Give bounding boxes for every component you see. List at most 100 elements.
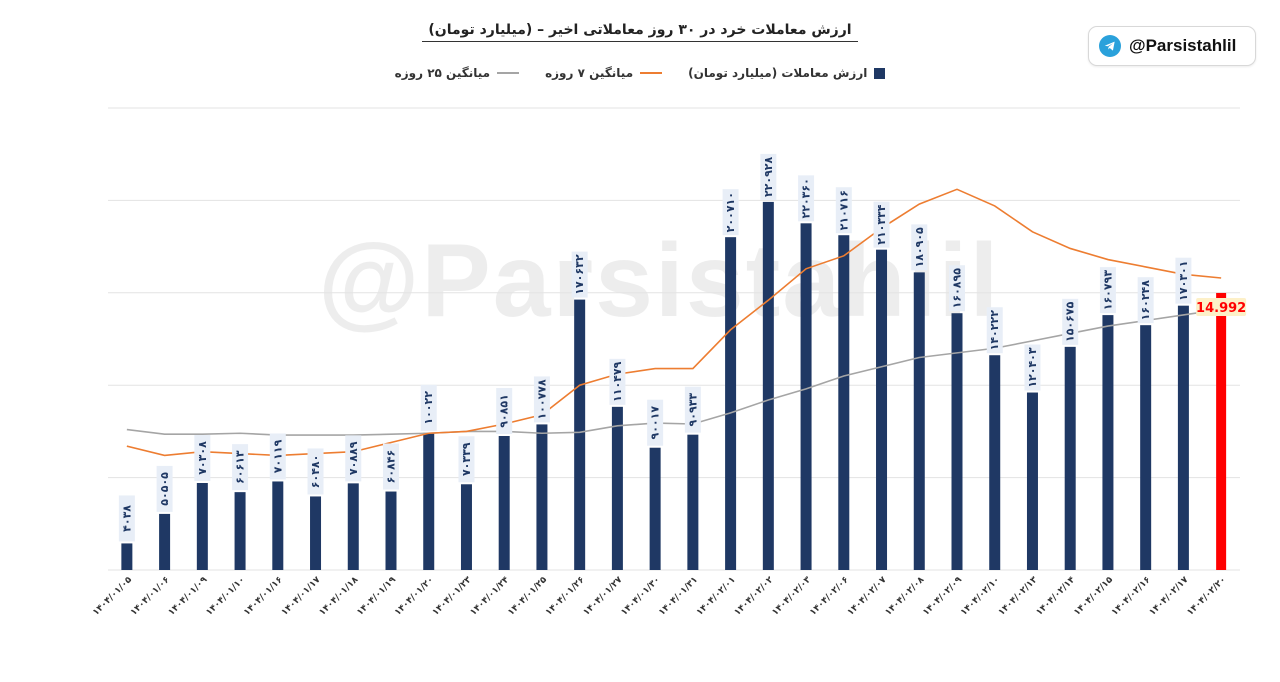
bar [913, 272, 925, 570]
bar [725, 237, 737, 570]
x-tick-label: ۱۴۰۴/۰۱/۲۳ [431, 575, 474, 618]
ma25-line [126, 308, 1222, 436]
x-tick-label: ۱۴۰۴/۰۱/۳۱ [657, 575, 700, 618]
data-label-bg [609, 358, 626, 405]
legend-label-ma25: میانگین ۲۵ روزه [394, 66, 491, 80]
data-label: ۱۷۰۶۳۲ [573, 254, 586, 295]
data-label-bg [458, 436, 475, 483]
x-tick-label: ۱۴۰۴/۰۲/۰۹ [921, 575, 964, 618]
bar [347, 483, 359, 570]
legend-label-bars: ارزش معاملات (میلیارد تومان) [688, 66, 868, 80]
data-label-bg [647, 399, 664, 446]
data-label: ۶۰۴۸۰ [309, 455, 322, 489]
bar [1102, 315, 1114, 570]
bar [611, 406, 623, 570]
bar [1216, 292, 1227, 570]
legend-item-bars: ارزش معاملات (میلیارد تومان) [688, 66, 886, 80]
x-tick-label: ۱۴۰۴/۰۱/۲۶ [544, 575, 587, 618]
data-label-bg [873, 201, 890, 248]
data-label: ۱۶۰۸۹۵ [951, 268, 964, 309]
bar [385, 491, 397, 570]
channel-badge[interactable]: @Parsistahlil [1088, 26, 1256, 66]
legend-swatch-ma25 [497, 72, 520, 74]
bar [536, 424, 548, 570]
data-label-bg [156, 465, 173, 512]
chart-title: ارزش معاملات خرد در ۳۰ روز معاملاتی اخیر… [0, 22, 1280, 42]
x-tick-label: ۱۴۰۴/۰۲/۰۱ [695, 575, 738, 618]
data-label: ۱۲۰۴۰۳ [1026, 347, 1039, 388]
bar [121, 543, 133, 570]
data-label: ۱۰۰۷۷۸ [535, 379, 548, 420]
data-label-bg [496, 388, 513, 435]
legend-swatch-ma7 [640, 72, 663, 74]
data-label: ۷۰۳۳۹ [460, 442, 473, 476]
legend-swatch-bars [874, 67, 886, 79]
x-tick-label: ۱۴۰۴/۰۱/۱۰ [204, 575, 247, 618]
data-label: ۷۰۱۱۹ [271, 439, 284, 473]
x-tick-label: ۱۴۰۴/۰۱/۲۴ [469, 575, 512, 618]
data-label: ۶۰۸۴۶ [385, 450, 398, 484]
telegram-icon [1099, 35, 1121, 57]
data-label-bg [798, 175, 815, 222]
data-label: ۲۱۰۳۳۴ [875, 204, 888, 245]
x-tick-label: ۱۴۰۴/۰۲/۱۷ [1148, 575, 1191, 618]
data-label: ۵۰۵۰۵ [158, 472, 171, 506]
data-label: ۱۶۰۲۴۸ [1139, 280, 1152, 321]
data-label-bg [949, 265, 965, 312]
data-label-bg [835, 187, 852, 234]
data-label: 14.992 [1196, 301, 1246, 316]
data-label-bg [911, 224, 928, 271]
x-tick-label: ۱۴۰۴/۰۱/۱۸ [318, 575, 361, 618]
data-label-bg [684, 386, 701, 433]
data-label-bg [533, 376, 550, 423]
data-label-bg [1024, 344, 1041, 391]
data-label-bg [1175, 257, 1192, 304]
x-tick-label: ۱۴۰۴/۰۲/۱۰ [959, 575, 1002, 618]
data-label: ۹۰۰۱۷ [649, 406, 662, 440]
data-label: ۲۰۰۷۱۰ [724, 192, 737, 232]
x-tick-label: ۱۴۰۴/۰۲/۱۶ [1110, 575, 1153, 618]
data-label: ۱۰۰۲۲ [422, 391, 435, 425]
bar [272, 481, 284, 570]
bar [1064, 346, 1076, 570]
x-tick-label: ۱۴۰۴/۰۱/۰۶ [129, 575, 172, 618]
x-tick-label: ۱۴۰۴/۰۱/۲۷ [582, 575, 625, 618]
legend-label-ma7: میانگین ۷ روزه [545, 66, 634, 80]
x-tick-label: ۱۴۰۴/۰۱/۱۷ [280, 575, 323, 618]
bar [310, 496, 322, 570]
data-label-bg [1062, 298, 1079, 345]
data-label: ۲۱۰۷۱۶ [837, 190, 850, 230]
bar [423, 432, 435, 570]
data-label-bg [1099, 267, 1116, 314]
x-tick-label: ۱۴۰۴/۰۱/۱۹ [355, 575, 398, 618]
bar [1026, 392, 1038, 570]
bar [498, 436, 510, 570]
data-label: ۷۰۸۸۹ [347, 441, 360, 475]
data-label: ۱۶۰۷۹۳ [1101, 270, 1114, 311]
data-label-bg [760, 153, 777, 200]
data-label: ۱۸۰۹۰۵ [913, 227, 926, 268]
data-label-bg [1137, 277, 1154, 324]
bar [1140, 325, 1152, 570]
x-tick-label: ۱۴۰۴/۰۱/۰۹ [167, 575, 210, 618]
data-label: ۱۵۰۶۷۵ [1064, 301, 1077, 342]
data-label: ۶۰۶۱۳ [234, 450, 247, 484]
x-tick-label: ۱۴۰۴/۰۲/۰۲ [733, 575, 776, 618]
x-tick-label: ۱۴۰۴/۰۲/۲۰ [1185, 575, 1228, 618]
data-label: ۱۷۰۳۰۱ [1177, 261, 1190, 301]
bar [876, 249, 888, 571]
data-label-bg [986, 307, 1003, 354]
data-label: ۱۴۰۲۲۲ [988, 310, 1001, 351]
bar [762, 201, 774, 571]
data-label: ۲۲۰۳۶۰ [800, 178, 813, 218]
data-label-bg [269, 433, 286, 480]
data-label: ۷۰۳۰۸ [196, 441, 209, 475]
data-label-bg [345, 435, 362, 482]
bar [574, 299, 586, 570]
bar [800, 223, 812, 571]
x-tick-label: ۱۴۰۴/۰۲/۰۸ [884, 575, 927, 618]
data-label-bg [232, 444, 249, 491]
chart-legend: ارزش معاملات (میلیارد تومان) میانگین ۷ ر… [0, 66, 1280, 80]
bar [460, 484, 472, 570]
